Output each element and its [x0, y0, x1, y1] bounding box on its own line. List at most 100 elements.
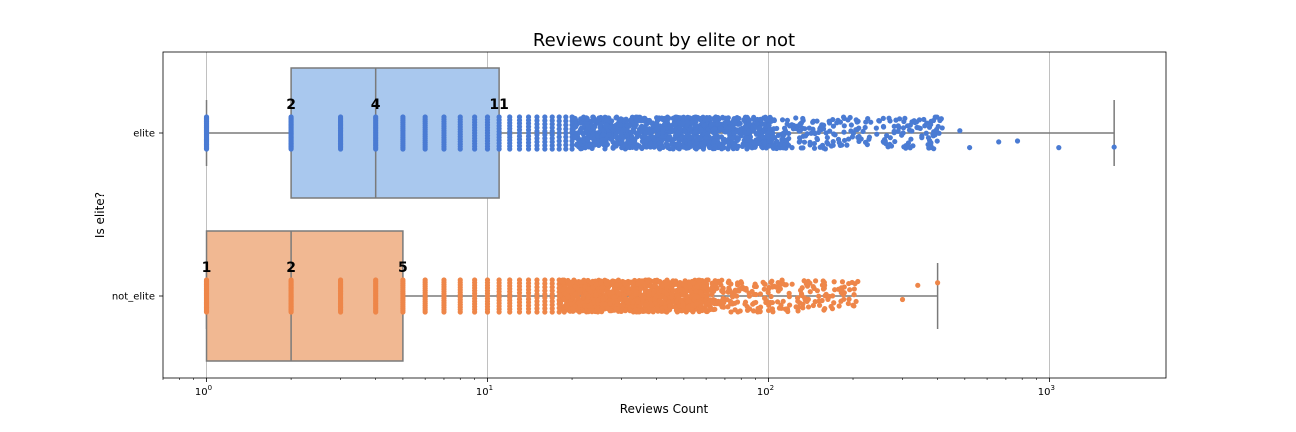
- data-point: [732, 307, 738, 313]
- data-point: [662, 295, 668, 301]
- data-point: [905, 143, 911, 149]
- data-point: [620, 302, 626, 308]
- data-point: [895, 123, 901, 129]
- data-point: [901, 118, 907, 125]
- data-point: [582, 284, 588, 290]
- data-point: [725, 139, 731, 146]
- data-point: [712, 306, 718, 312]
- data-point: [609, 135, 615, 141]
- data-point: [472, 146, 478, 152]
- data-point: [549, 280, 555, 287]
- data-point: [655, 117, 661, 123]
- data-point: [766, 138, 772, 144]
- data-point: [641, 134, 648, 140]
- data-point: [786, 290, 792, 296]
- data-point: [651, 288, 657, 295]
- data-point: [676, 146, 682, 152]
- data-point: [810, 284, 816, 290]
- data-point: [572, 291, 578, 297]
- data-point: [611, 142, 618, 149]
- data-point: [753, 291, 759, 298]
- data-point: [862, 139, 869, 145]
- data-point: [816, 302, 823, 308]
- data-point: [845, 300, 851, 307]
- data-point: [838, 298, 844, 304]
- data-point: [860, 128, 866, 134]
- data-point: [800, 305, 806, 311]
- data-point: [629, 144, 636, 150]
- data-point: [766, 130, 772, 136]
- data-point: [687, 140, 693, 147]
- data-point: [556, 146, 562, 152]
- data-point: [737, 120, 743, 127]
- data-point: [647, 129, 653, 135]
- data-point: [658, 300, 664, 306]
- data-point: [747, 306, 753, 312]
- data-point: [701, 122, 707, 128]
- data-point: [919, 135, 925, 141]
- data-point: [549, 135, 555, 141]
- data-point: [706, 115, 712, 121]
- outlier-point: [1056, 145, 1062, 151]
- data-point: [667, 134, 673, 140]
- data-point: [769, 299, 776, 306]
- data-point: [668, 124, 674, 131]
- data-point: [829, 293, 836, 299]
- data-point: [591, 136, 597, 143]
- data-point: [727, 131, 733, 137]
- data-point: [798, 291, 805, 297]
- data-point: [534, 142, 540, 149]
- data-point: [763, 117, 769, 123]
- data-point: [685, 298, 691, 304]
- data-point: [664, 291, 670, 297]
- data-point: [673, 114, 679, 121]
- data-point: [734, 282, 741, 288]
- data-point: [203, 146, 210, 152]
- data-point: [928, 121, 934, 128]
- data-point: [549, 309, 555, 315]
- data-point: [556, 142, 562, 148]
- data-point: [848, 122, 854, 128]
- data-point: [775, 132, 782, 138]
- data-point: [654, 277, 660, 283]
- data-point: [836, 303, 842, 309]
- data-point: [711, 138, 717, 144]
- data-point: [653, 293, 659, 300]
- data-point: [580, 114, 587, 120]
- x-tick-base: 10: [476, 387, 489, 398]
- data-point: [784, 306, 790, 312]
- data-point: [572, 283, 578, 290]
- x-tick-label: 103: [1038, 384, 1055, 398]
- data-point: [880, 115, 886, 121]
- data-point: [841, 129, 847, 135]
- data-point: [754, 121, 760, 127]
- y-axis-ticks: elite not_elite: [112, 129, 163, 303]
- data-point: [906, 127, 913, 133]
- x-tick-exponent: 3: [1051, 384, 1055, 392]
- data-point: [783, 282, 789, 288]
- data-point: [828, 303, 834, 310]
- data-point: [821, 307, 827, 313]
- data-point: [549, 125, 555, 131]
- data-point: [664, 309, 670, 315]
- data-point: [534, 298, 540, 304]
- data-point: [563, 130, 569, 136]
- data-point: [597, 121, 604, 127]
- x-tick-base: 10: [757, 387, 770, 398]
- data-point: [549, 298, 555, 304]
- data-point: [549, 288, 555, 294]
- data-point: [563, 122, 569, 128]
- data-point: [729, 301, 736, 307]
- data-point: [734, 288, 740, 294]
- data-point: [725, 279, 731, 286]
- data-point: [564, 293, 571, 300]
- data-point: [705, 131, 711, 137]
- data-point: [932, 114, 938, 120]
- data-point: [549, 284, 555, 290]
- data-point: [939, 125, 945, 131]
- data-point: [593, 292, 599, 298]
- data-point: [814, 136, 821, 143]
- data-point: [851, 292, 857, 298]
- data-point: [400, 309, 406, 315]
- data-point: [695, 294, 701, 300]
